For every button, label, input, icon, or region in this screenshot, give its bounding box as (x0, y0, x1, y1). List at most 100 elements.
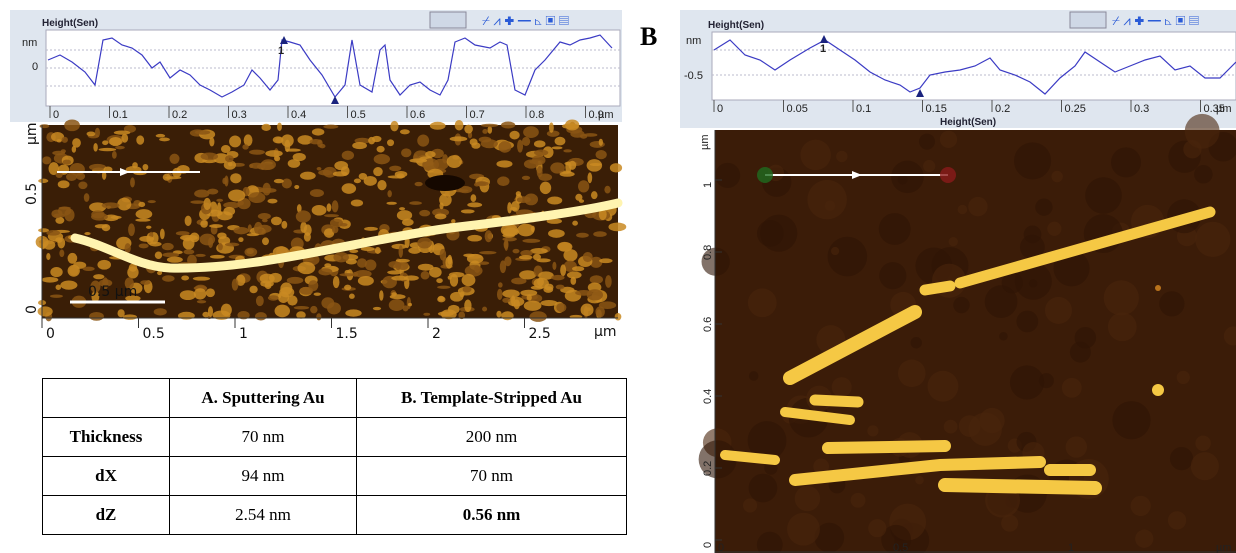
grain (89, 312, 104, 321)
grain (83, 267, 95, 271)
grain (278, 291, 289, 303)
grain (262, 237, 269, 245)
grain (136, 135, 144, 144)
grain (389, 299, 405, 311)
grain (64, 119, 80, 131)
grain (341, 166, 350, 176)
header-row: A. Sputtering Au B. Template-Stripped Au (43, 379, 627, 418)
grain (102, 224, 111, 231)
grain (569, 161, 577, 170)
grain (228, 190, 245, 202)
grain (180, 235, 198, 241)
grain (342, 151, 354, 160)
svg-text:⌿ ⩘ ✚ ━ ⊾ ▣ ▤: ⌿ ⩘ ✚ ━ ⊾ ▣ ▤ (482, 13, 569, 28)
grain (207, 189, 218, 195)
grain (423, 313, 430, 316)
grain (958, 205, 968, 215)
grain (532, 155, 546, 165)
grain (294, 306, 309, 310)
grain (56, 285, 62, 290)
profile-title: Height(Sen) (708, 20, 764, 31)
grain (42, 156, 51, 164)
grain (455, 120, 464, 131)
grain (327, 302, 341, 314)
grain (317, 139, 323, 147)
grain (364, 227, 378, 231)
grain (324, 214, 339, 217)
grain (445, 256, 452, 268)
grain (560, 171, 575, 176)
table-row: dX94 nm70 nm (43, 457, 627, 496)
marker-label: 1 (278, 45, 284, 57)
grain (91, 210, 104, 218)
y-tick-label: 0 (702, 542, 714, 548)
grain (1045, 297, 1072, 324)
grain (570, 130, 584, 138)
grain (408, 303, 412, 306)
x-unit: µm (1216, 103, 1232, 115)
grain (524, 301, 542, 311)
grain (140, 280, 150, 285)
grain (500, 260, 506, 273)
grain (200, 220, 208, 228)
grain (300, 222, 307, 233)
header-cell: A. Sputtering Au (170, 379, 357, 418)
grain (923, 160, 935, 172)
grain (538, 271, 554, 279)
x-tick-label: 0.1 (113, 109, 128, 121)
table-cell: 94 nm (170, 457, 357, 496)
grain (181, 275, 189, 280)
grain (400, 129, 410, 134)
x-tick-label: 0.5 (143, 326, 165, 342)
grain (615, 313, 622, 320)
grain (743, 498, 757, 512)
x-tick-label: 0.05 (787, 103, 808, 115)
grain (1135, 530, 1153, 548)
grain (271, 217, 282, 226)
grain (560, 264, 566, 276)
table-cell: 2.54 nm (170, 496, 357, 535)
grain (435, 213, 447, 219)
svg-text:⌿ ⩘ ✚ ━ ⊾ ▣ ▤: ⌿ ⩘ ✚ ━ ⊾ ▣ ▤ (1112, 13, 1199, 28)
grain (139, 243, 149, 248)
grain (143, 164, 149, 170)
grain (1066, 436, 1087, 457)
grain (557, 242, 572, 252)
grain (551, 275, 564, 280)
grain (979, 408, 1004, 433)
grain (297, 135, 312, 144)
grain (238, 237, 243, 242)
x-tick-label: 0.4 (291, 109, 306, 121)
grain (1001, 515, 1018, 532)
grain (249, 150, 265, 155)
grain (248, 192, 265, 203)
y-tick-label: 0.8 (702, 245, 714, 260)
y-tick-label: 0 (32, 61, 38, 73)
grain (43, 240, 55, 249)
grain (190, 200, 205, 203)
grain (485, 230, 493, 242)
grain (344, 285, 351, 291)
y-tick-label: 0 (24, 305, 40, 314)
grain (787, 513, 820, 546)
grain (583, 252, 593, 262)
grain (522, 176, 530, 180)
grain (300, 172, 316, 180)
grain (115, 146, 125, 149)
grain (1047, 222, 1061, 236)
grain (314, 293, 321, 296)
grain (223, 207, 235, 216)
grain (481, 124, 499, 127)
grain (373, 307, 381, 310)
grain (807, 180, 847, 220)
grain (387, 190, 391, 197)
grain (479, 251, 496, 254)
grain (831, 247, 839, 255)
grain (40, 124, 50, 128)
grain (749, 474, 778, 503)
grain (408, 247, 421, 253)
grain (482, 307, 487, 312)
grain (911, 337, 922, 348)
grain (148, 200, 156, 203)
grain (389, 166, 401, 172)
